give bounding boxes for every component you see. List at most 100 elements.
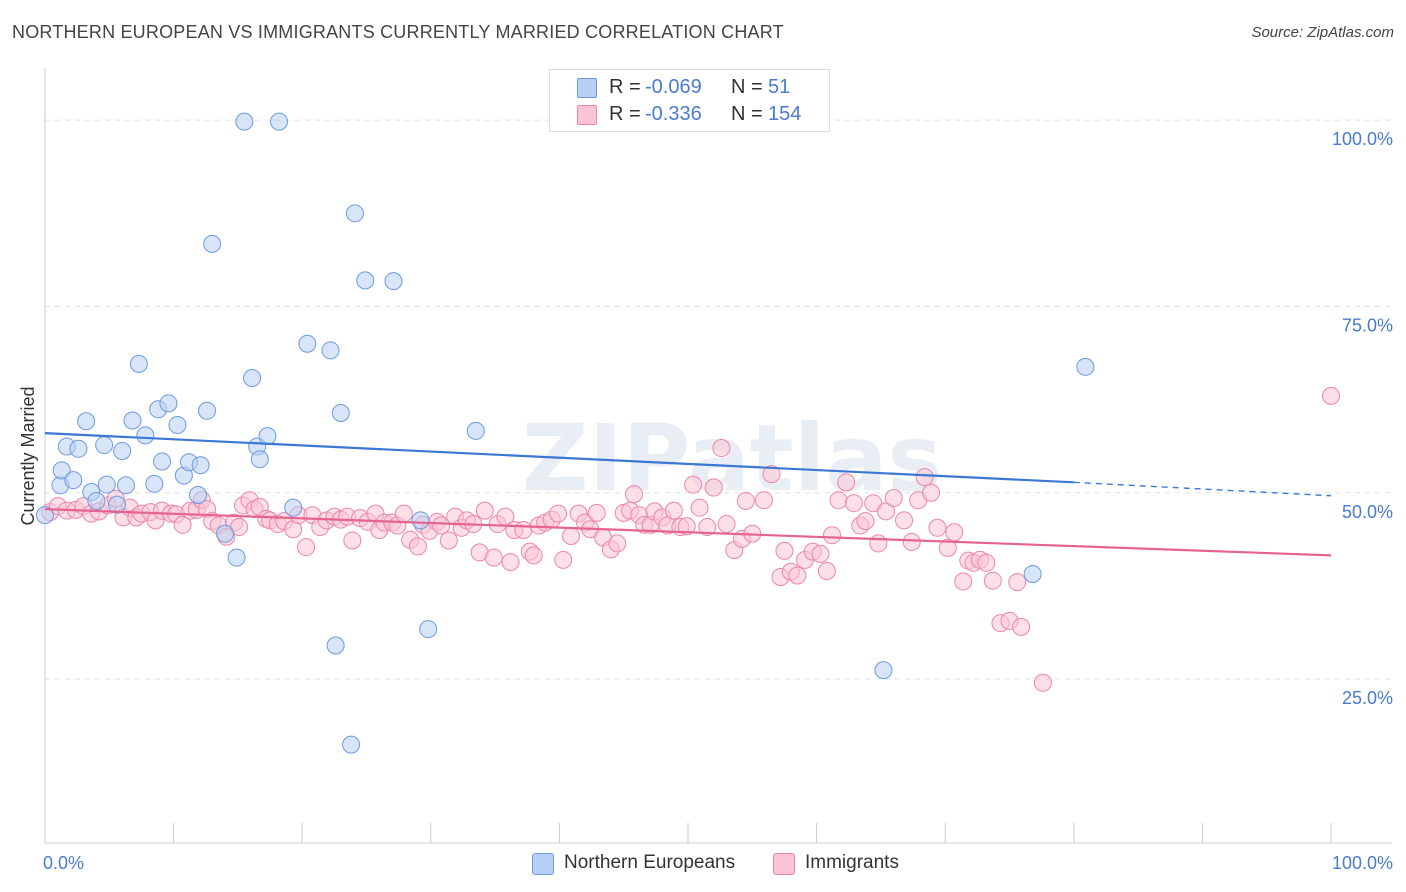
immigrant-point[interactable] xyxy=(561,526,580,545)
immigrant-point[interactable] xyxy=(524,546,543,565)
northern-european-point[interactable] xyxy=(345,204,364,223)
northern-european-point[interactable] xyxy=(69,439,88,458)
immigrant-point[interactable] xyxy=(837,473,856,492)
northern-european-point[interactable] xyxy=(270,112,289,131)
northern-european-point[interactable] xyxy=(77,412,96,431)
northern-european-point[interactable] xyxy=(153,452,172,471)
immigrant-point[interactable] xyxy=(817,562,836,581)
northern-european-point[interactable] xyxy=(36,506,54,525)
northern-european-point[interactable] xyxy=(198,401,217,420)
northern-european-point[interactable] xyxy=(168,415,187,434)
northern-european-point[interactable] xyxy=(189,485,208,504)
northern-european-point[interactable] xyxy=(384,272,403,291)
immigrant-point[interactable] xyxy=(608,534,627,553)
northern-european-point[interactable] xyxy=(1076,357,1095,376)
immigrant-point[interactable] xyxy=(484,548,503,567)
northern-european-point[interactable] xyxy=(117,476,136,495)
immigrant-point[interactable] xyxy=(549,504,568,523)
immigrant-point[interactable] xyxy=(704,478,723,497)
northern-european-point[interactable] xyxy=(466,421,485,440)
northern-european-point[interactable] xyxy=(1023,564,1042,583)
immigrant-point[interactable] xyxy=(514,521,533,540)
northern-european-point[interactable] xyxy=(87,491,106,510)
immigrant-point[interactable] xyxy=(928,518,947,537)
immigrant-point[interactable] xyxy=(698,518,717,537)
immigrant-point[interactable] xyxy=(717,515,736,534)
immigrant-point[interactable] xyxy=(811,544,830,563)
immigrant-point[interactable] xyxy=(439,531,458,550)
northern-european-point[interactable] xyxy=(95,436,114,455)
northern-european-point[interactable] xyxy=(136,426,155,445)
immigrant-point[interactable] xyxy=(554,550,573,569)
immigrant-point[interactable] xyxy=(343,531,362,550)
immigrant-point[interactable] xyxy=(297,538,316,557)
northern-european-point[interactable] xyxy=(250,450,269,469)
immigrant-point[interactable] xyxy=(884,488,903,507)
immigrant-point[interactable] xyxy=(690,498,709,517)
immigrant-point[interactable] xyxy=(788,566,807,585)
northern-european-point[interactable] xyxy=(419,620,438,639)
northern-european-point[interactable] xyxy=(216,524,235,543)
northern-european-point[interactable] xyxy=(145,474,164,493)
immigrant-point[interactable] xyxy=(977,553,996,572)
immigrant-point[interactable] xyxy=(1033,673,1052,692)
immigrant-point[interactable] xyxy=(1008,573,1027,592)
immigrant-point[interactable] xyxy=(475,501,494,520)
immigrant-point[interactable] xyxy=(684,475,703,494)
northern-european-point[interactable] xyxy=(227,548,246,567)
immigrant-point[interactable] xyxy=(938,538,957,557)
northern-european-point[interactable] xyxy=(356,271,375,290)
northern-european-point[interactable] xyxy=(123,411,142,430)
immigrant-point[interactable] xyxy=(869,534,888,553)
immigrant-point[interactable] xyxy=(945,523,964,542)
northern-european-point[interactable] xyxy=(411,511,430,530)
immigrant-point[interactable] xyxy=(677,517,696,536)
immigrant-point[interactable] xyxy=(922,483,941,502)
immigrant-point[interactable] xyxy=(895,511,914,530)
northern-european-point[interactable] xyxy=(52,461,71,480)
immigrant-point[interactable] xyxy=(775,541,794,560)
northern-european-point[interactable] xyxy=(129,354,148,373)
immigrant-point[interactable] xyxy=(829,491,848,510)
northern-european-point[interactable] xyxy=(64,471,83,490)
northern-european-point[interactable] xyxy=(874,661,893,680)
northern-european-point[interactable] xyxy=(342,735,361,754)
immigrant-point[interactable] xyxy=(173,515,192,534)
northern-european-point[interactable] xyxy=(113,442,132,461)
immigrant-point[interactable] xyxy=(915,468,934,487)
immigrant-point[interactable] xyxy=(712,439,731,458)
northern-european-point[interactable] xyxy=(331,404,350,423)
immigrant-point[interactable] xyxy=(877,502,896,521)
immigrant-point[interactable] xyxy=(736,491,755,510)
immigrant-point[interactable] xyxy=(394,504,413,523)
northern-european-point[interactable] xyxy=(191,456,210,475)
immigrant-point[interactable] xyxy=(902,532,921,551)
immigrant-point[interactable] xyxy=(864,494,883,513)
immigrant-point[interactable] xyxy=(624,485,643,504)
immigrant-point[interactable] xyxy=(844,494,863,513)
northern-european-point[interactable] xyxy=(243,369,262,387)
northern-european-point[interactable] xyxy=(159,394,178,413)
northern-european-point[interactable] xyxy=(235,112,254,131)
immigrant-point[interactable] xyxy=(408,537,427,556)
northern-european-point[interactable] xyxy=(108,495,127,514)
immigrant-point[interactable] xyxy=(762,465,781,484)
immigrant-point[interactable] xyxy=(587,503,606,522)
immigrant-point[interactable] xyxy=(501,553,520,572)
northern-european-point[interactable] xyxy=(203,234,222,253)
northern-european-point[interactable] xyxy=(258,427,277,446)
northern-european-point[interactable] xyxy=(284,498,303,517)
immigrant-point[interactable] xyxy=(664,501,683,520)
immigrant-point[interactable] xyxy=(1012,617,1031,636)
northern-european-point[interactable] xyxy=(321,341,340,360)
northern-european-point[interactable] xyxy=(97,475,116,494)
immigrant-point[interactable] xyxy=(754,491,773,510)
northern-european-point[interactable] xyxy=(326,636,345,655)
northern-european-point[interactable] xyxy=(298,334,317,353)
immigrant-point[interactable] xyxy=(983,571,1002,590)
immigrant-point[interactable] xyxy=(1322,386,1340,405)
immigrant-point[interactable] xyxy=(954,572,973,591)
immigrant-point[interactable] xyxy=(823,526,842,545)
immigrant-point[interactable] xyxy=(856,512,875,531)
immigrant-point[interactable] xyxy=(432,516,451,535)
